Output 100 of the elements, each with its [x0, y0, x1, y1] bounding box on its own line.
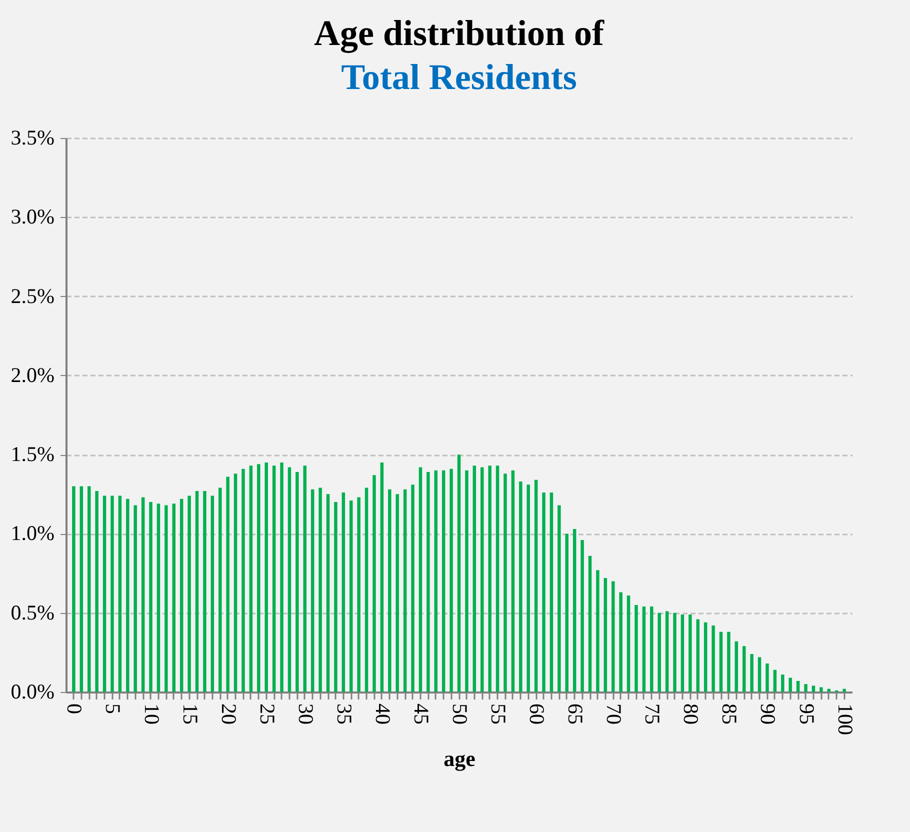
bar	[188, 496, 191, 692]
bar	[742, 646, 746, 692]
bar	[626, 595, 630, 692]
bar	[704, 622, 708, 692]
bar	[480, 467, 484, 692]
bar	[280, 462, 284, 692]
bar	[195, 490, 199, 692]
bar	[156, 504, 160, 692]
bar	[727, 632, 730, 692]
bar	[80, 486, 84, 692]
x-tick-label: 80	[679, 704, 704, 724]
bar	[357, 497, 360, 692]
bar	[334, 502, 338, 692]
x-tick-label: 25	[255, 704, 280, 724]
x-tick-label: 0	[62, 704, 87, 714]
bar	[519, 481, 522, 692]
bar	[820, 687, 823, 692]
bar	[734, 641, 738, 692]
bar	[396, 494, 399, 692]
bar	[504, 474, 507, 692]
x-tick-label: 45	[409, 704, 434, 724]
bar	[442, 470, 446, 692]
bar	[126, 498, 130, 692]
bar	[712, 626, 715, 692]
y-tick-label: 2.5%	[10, 284, 54, 308]
x-tick-label: 85	[718, 704, 742, 724]
bar	[565, 534, 568, 692]
bar	[249, 466, 253, 692]
y-tick-label: 0.0%	[10, 680, 54, 704]
y-tick-label: 0.5%	[10, 600, 54, 624]
bar	[203, 490, 206, 692]
bar	[303, 466, 306, 692]
bar	[526, 484, 530, 692]
x-tick-label: 60	[525, 704, 550, 724]
x-tick-label: 75	[640, 704, 665, 724]
y-tick-label: 1.5%	[10, 442, 54, 466]
y-tick-label: 3.0%	[10, 204, 54, 229]
x-tick-label: 65	[564, 704, 588, 724]
bar	[380, 462, 384, 692]
bar	[118, 496, 122, 692]
bar	[350, 500, 353, 692]
x-axis-title: age	[444, 746, 476, 771]
bar	[310, 489, 314, 692]
bar	[634, 604, 638, 692]
bar	[680, 614, 684, 692]
bar	[418, 467, 422, 692]
bar	[372, 475, 376, 692]
bar	[180, 498, 184, 692]
bar	[234, 474, 238, 692]
bar	[558, 505, 561, 692]
bar	[465, 470, 468, 692]
bar	[788, 678, 792, 692]
bar	[326, 494, 330, 692]
bar	[141, 497, 145, 692]
x-tick-label: 40	[370, 704, 395, 724]
x-tick-label: 35	[332, 704, 356, 724]
bar	[434, 470, 438, 692]
bar	[95, 490, 98, 692]
bar	[773, 670, 777, 692]
bar	[450, 468, 453, 692]
y-tick-label: 1.0%	[10, 521, 54, 546]
bar	[364, 488, 368, 692]
bar	[264, 462, 268, 692]
bar	[658, 612, 661, 692]
bar	[457, 454, 461, 692]
bar	[542, 492, 546, 692]
bar	[242, 468, 245, 692]
y-tick-label: 3.5%	[10, 126, 54, 150]
bar	[296, 472, 299, 692]
bar	[719, 632, 723, 692]
bar	[342, 492, 346, 692]
bar	[210, 496, 214, 692]
bar	[604, 578, 608, 692]
x-tick-label: 50	[448, 704, 472, 724]
bar	[781, 674, 784, 692]
bar	[411, 484, 414, 692]
bar	[804, 684, 808, 692]
bar	[388, 489, 392, 692]
x-tick-label: 5	[101, 704, 126, 714]
bar	[812, 686, 816, 692]
x-tick-label: 95	[794, 704, 819, 724]
chart-subtitle: Total Residents	[341, 57, 577, 97]
bar	[288, 467, 292, 692]
bar	[572, 528, 576, 692]
bar	[619, 592, 622, 692]
bar	[665, 611, 669, 692]
bar	[673, 612, 676, 692]
bar	[696, 619, 700, 692]
bar	[134, 505, 137, 692]
bar	[257, 464, 260, 692]
bar	[534, 480, 538, 692]
bar	[226, 476, 230, 692]
bar	[488, 466, 492, 692]
bar	[750, 654, 754, 692]
bar	[72, 486, 76, 692]
x-tick-label: 15	[178, 704, 202, 724]
bar	[218, 488, 222, 692]
bar	[272, 466, 276, 692]
bar	[110, 496, 114, 692]
bar	[149, 502, 152, 692]
